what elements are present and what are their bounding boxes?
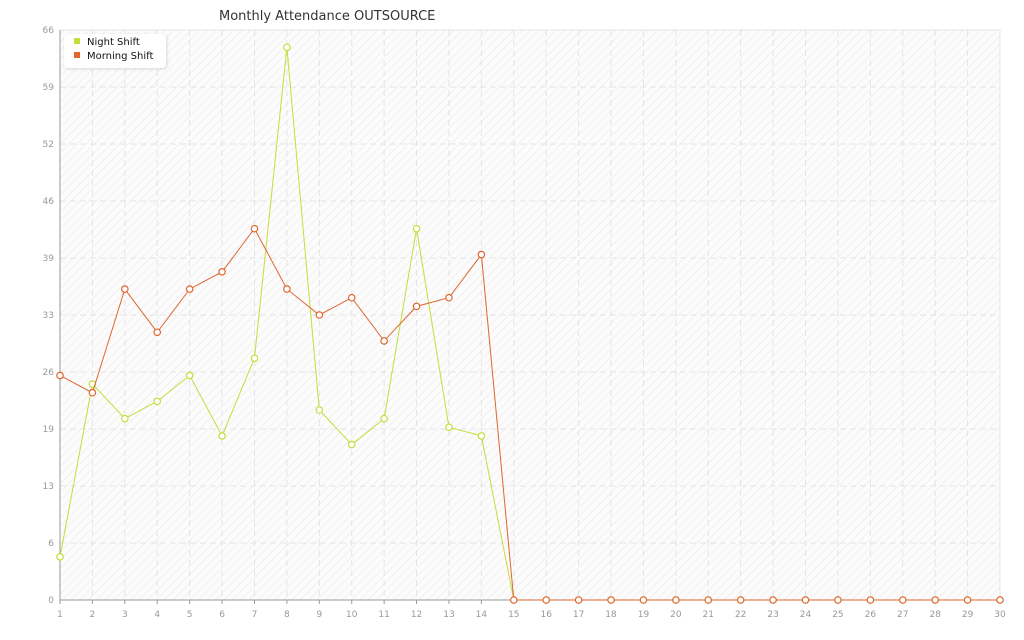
legend-item-night-shift[interactable]: Night Shift <box>74 36 140 50</box>
y-tick-label: 52 <box>43 140 54 150</box>
data-point <box>509 596 518 604</box>
x-tick-label: 30 <box>994 610 1006 620</box>
data-point <box>185 371 194 380</box>
series-line-morning-shift <box>59 227 1000 601</box>
data-point <box>931 596 939 604</box>
y-tick-label: 39 <box>43 254 55 264</box>
data-point <box>218 268 226 276</box>
x-tick-label: 12 <box>411 610 422 620</box>
data-point <box>185 285 194 293</box>
y-tick-label: 0 <box>48 596 54 606</box>
y-tick-label: 26 <box>43 368 55 378</box>
data-point <box>347 440 356 449</box>
x-tick-label: 9 <box>316 610 322 620</box>
x-tick-label: 13 <box>443 610 454 620</box>
data-point <box>380 337 388 345</box>
data-point <box>218 432 226 440</box>
data-point <box>412 302 421 311</box>
x-tick-label: 5 <box>187 610 193 620</box>
x-tick-label: 15 <box>508 610 519 620</box>
data-point <box>250 224 259 233</box>
x-tick-label: 6 <box>219 610 225 620</box>
data-point <box>250 354 259 362</box>
x-tick-label: 11 <box>378 610 389 620</box>
data-point <box>153 397 162 406</box>
y-tick-label: 33 <box>43 311 54 321</box>
data-point <box>866 596 875 604</box>
data-point <box>898 596 907 604</box>
legend-item-morning-shift[interactable]: Morning Shift <box>74 50 153 64</box>
data-point <box>283 43 291 52</box>
x-tick-label: 29 <box>962 610 974 620</box>
x-tick-label: 24 <box>800 610 812 620</box>
data-point <box>153 328 162 337</box>
data-point <box>88 388 97 397</box>
x-tick-label: 21 <box>703 610 714 620</box>
data-point <box>412 224 421 233</box>
data-point <box>542 596 551 604</box>
data-point <box>121 285 129 293</box>
y-tick-label: 59 <box>43 83 55 93</box>
legend-swatch <box>74 52 80 58</box>
data-point <box>704 596 713 604</box>
data-point <box>801 596 810 604</box>
x-tick-label: 8 <box>284 610 290 620</box>
x-tick-label: 1 <box>57 610 63 620</box>
legend: Night Shift Morning Shift <box>64 34 166 68</box>
y-tick-label: 66 <box>43 26 55 36</box>
data-point <box>574 596 583 604</box>
x-tick-label: 2 <box>90 610 96 620</box>
x-tick-label: 18 <box>605 610 617 620</box>
x-tick-label: 26 <box>865 610 877 620</box>
x-tick-label: 17 <box>573 610 584 620</box>
x-tick-label: 23 <box>767 610 778 620</box>
x-tick-label: 20 <box>670 610 682 620</box>
x-tick-label: 19 <box>638 610 650 620</box>
data-point <box>996 596 1004 604</box>
y-tick-label: 19 <box>43 425 55 435</box>
data-point <box>121 414 129 423</box>
data-point <box>347 293 356 302</box>
data-point <box>963 596 972 604</box>
data-point <box>56 553 64 561</box>
data-point <box>380 414 388 423</box>
x-tick-label: 28 <box>929 610 941 620</box>
legend-swatch <box>74 38 80 44</box>
data-point <box>834 596 842 604</box>
x-tick-label: 25 <box>832 610 843 620</box>
data-point <box>315 311 324 319</box>
data-point <box>769 596 777 604</box>
data-point <box>445 423 453 432</box>
x-tick-label: 4 <box>154 610 160 620</box>
data-point <box>477 432 486 440</box>
data-point <box>672 596 680 604</box>
data-point <box>736 596 745 604</box>
x-tick-label: 27 <box>897 610 908 620</box>
data-point <box>315 406 324 414</box>
chart-title: Monthly Attendance OUTSOURCE <box>219 9 436 24</box>
x-tick-label: 22 <box>735 610 746 620</box>
data-point <box>283 285 291 293</box>
x-tick-label: 16 <box>540 610 552 620</box>
y-tick-label: 46 <box>43 197 55 207</box>
x-tick-label: 3 <box>122 610 128 620</box>
y-tick-label: 13 <box>43 482 54 492</box>
x-tick-label: 7 <box>252 610 258 620</box>
data-point <box>607 596 615 604</box>
y-tick-label: 6 <box>48 539 54 549</box>
legend-label: Night Shift <box>87 37 140 48</box>
data-point <box>639 596 648 604</box>
data-point <box>445 293 453 302</box>
x-tick-label: 14 <box>476 610 488 620</box>
data-point <box>56 371 64 380</box>
data-point <box>477 250 486 259</box>
x-tick-label: 10 <box>346 610 358 620</box>
legend-label: Morning Shift <box>87 51 154 62</box>
